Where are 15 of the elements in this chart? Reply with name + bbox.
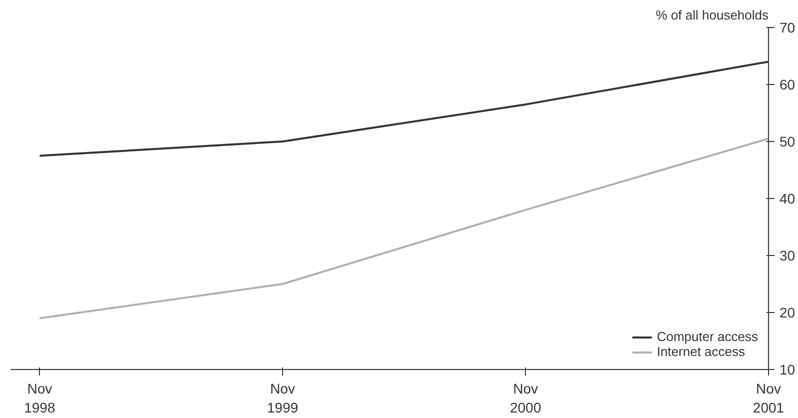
y-tick-label: 40 — [780, 190, 796, 206]
y-tick-label: 50 — [780, 134, 796, 150]
legend-label: Computer access — [656, 329, 758, 344]
y-tick-label: 10 — [780, 362, 796, 378]
y-tick-label: 20 — [780, 304, 796, 320]
y-tick-label: 70 — [780, 20, 796, 36]
line-series — [38, 138, 768, 320]
y-tick-label: 60 — [780, 76, 796, 92]
y-axis-title: % of all households — [656, 8, 769, 22]
x-tick-label: Nov 1998 — [24, 380, 56, 416]
y-tick-label: 30 — [780, 248, 796, 264]
x-tick-label: Nov 2001 — [752, 380, 784, 416]
x-tick-label: Nov 1999 — [267, 380, 298, 416]
legend-label: Internet access — [656, 344, 745, 359]
x-tick-label: Nov 2000 — [510, 380, 542, 416]
